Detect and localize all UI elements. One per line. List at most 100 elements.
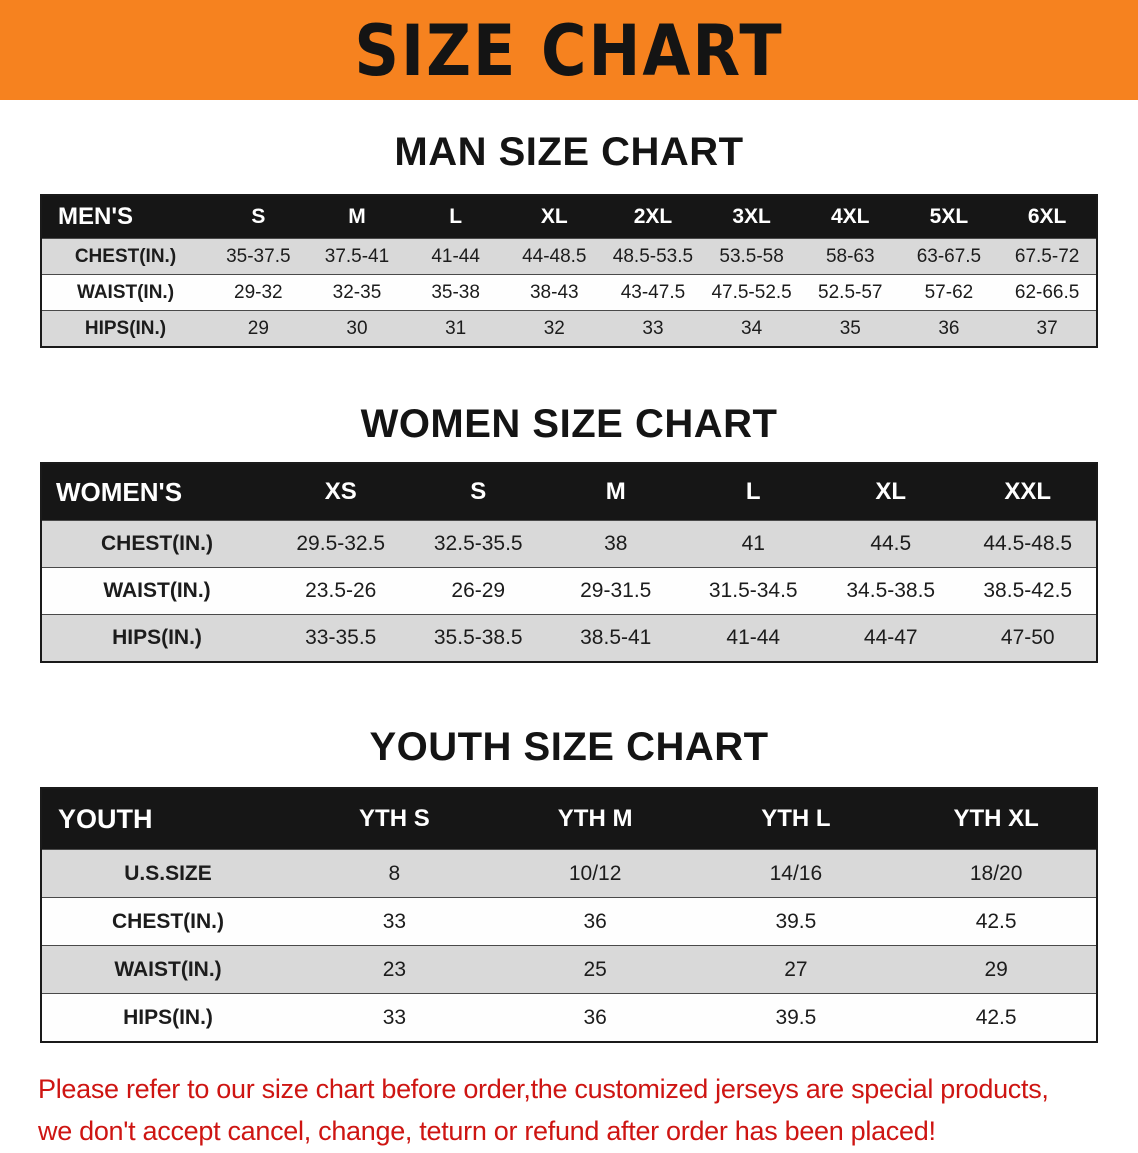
- size-column-header: XXL: [959, 463, 1097, 521]
- value-cell: 18/20: [896, 849, 1097, 898]
- value-cell: 57-62: [899, 274, 999, 311]
- value-cell: 37: [998, 310, 1097, 347]
- table-head: WOMEN'S XS S M L XL XXL: [41, 463, 1097, 521]
- row-label-cell: U.S.SIZE: [41, 849, 294, 898]
- table-head: MEN'S S M L XL 2XL 3XL 4XL 5XL 6XL: [41, 195, 1097, 239]
- women-size-section: WOMEN SIZE CHART WOMEN'S XS S M L XL XXL CHEST(…: [0, 402, 1138, 663]
- disclaimer-line-1: Please refer to our size chart before or…: [38, 1074, 1049, 1104]
- youth-section-heading: YOUTH SIZE CHART: [369, 725, 769, 769]
- value-cell: 31.5-34.5: [684, 567, 822, 615]
- size-column-header: YTH XL: [896, 788, 1097, 850]
- size-column-header: 6XL: [998, 195, 1097, 239]
- row-label-cell: CHEST(IN.): [41, 897, 294, 946]
- row-label-cell: CHEST(IN.): [41, 520, 272, 568]
- measure-row: WAIST(IN.) 23 25 27 29: [41, 945, 1097, 994]
- value-cell: 33-35.5: [272, 614, 410, 662]
- measure-row: CHEST(IN.) 35-37.5 37.5-41 41-44 44-48.5 48.5…: [41, 238, 1097, 275]
- size-column-header: L: [406, 195, 505, 239]
- row-label-cell: WAIST(IN.): [41, 567, 272, 615]
- size-column-header: 5XL: [899, 195, 999, 239]
- women-size-table: WOMEN'S XS S M L XL XXL CHEST(IN.) 29.5-32.5 32.5…: [40, 462, 1098, 663]
- value-cell: 29-32: [209, 274, 308, 311]
- value-cell: 42.5: [896, 897, 1097, 946]
- row-label-cell: HIPS(IN.): [41, 614, 272, 662]
- measure-row: CHEST(IN.) 29.5-32.5 32.5-35.5 38 41 44.5 44.5…: [41, 520, 1097, 568]
- value-cell: 53.5-58: [702, 238, 801, 275]
- measure-row: WAIST(IN.) 23.5-26 26-29 29-31.5 31.5-34.5 34…: [41, 567, 1097, 615]
- row-label-cell: CHEST(IN.): [41, 238, 209, 275]
- value-cell: 35: [800, 310, 900, 347]
- youth-size-table: YOUTH YTH S YTH M YTH L YTH XL U.S.SIZE 8 10/12…: [40, 787, 1098, 1043]
- size-column-header: XS: [272, 463, 410, 521]
- size-column-header: XL: [504, 195, 604, 239]
- value-cell: 8: [294, 849, 495, 898]
- youth-size-section: YOUTH SIZE CHART YOUTH YTH S YTH M YTH L YTH…: [0, 725, 1138, 1043]
- size-column-header: S: [409, 463, 547, 521]
- women-section-heading: WOMEN SIZE CHART: [360, 402, 778, 446]
- value-cell: 23.5-26: [272, 567, 410, 615]
- value-cell: 36: [899, 310, 999, 347]
- value-cell: 62-66.5: [998, 274, 1097, 311]
- value-cell: 38.5-42.5: [959, 567, 1097, 615]
- value-cell: 41-44: [406, 238, 505, 275]
- value-cell: 43-47.5: [603, 274, 703, 311]
- value-cell: 38.5-41: [547, 614, 685, 662]
- value-cell: 39.5: [695, 993, 897, 1042]
- table-title-cell: WOMEN'S: [41, 463, 272, 521]
- table-body: U.S.SIZE 8 10/12 14/16 18/20 CHEST(IN.) 33 36 39…: [41, 849, 1097, 1042]
- value-cell: 44-48.5: [504, 238, 604, 275]
- value-cell: 67.5-72: [998, 238, 1097, 275]
- value-cell: 47-50: [959, 614, 1097, 662]
- value-cell: 34.5-38.5: [822, 567, 960, 615]
- value-cell: 44.5: [822, 520, 960, 568]
- table-head: YOUTH YTH S YTH M YTH L YTH XL: [41, 788, 1097, 850]
- row-label-cell: HIPS(IN.): [41, 310, 209, 347]
- size-chart-banner: SIZE CHART: [0, 0, 1138, 100]
- size-column-header: L: [684, 463, 822, 521]
- row-label-cell: HIPS(IN.): [41, 993, 294, 1042]
- value-cell: 32: [504, 310, 604, 347]
- value-cell: 32-35: [307, 274, 407, 311]
- men-size-table: MEN'S S M L XL 2XL 3XL 4XL 5XL 6XL CHEST(IN.) 35-37…: [40, 194, 1098, 348]
- value-cell: 63-67.5: [899, 238, 999, 275]
- measure-row: HIPS(IN.) 33-35.5 35.5-38.5 38.5-41 41-44 44-…: [41, 614, 1097, 662]
- value-cell: 38-43: [504, 274, 604, 311]
- value-cell: 41: [684, 520, 822, 568]
- value-cell: 30: [307, 310, 407, 347]
- measure-row: WAIST(IN.) 29-32 32-35 35-38 38-43 43-47.5 47.…: [41, 274, 1097, 311]
- value-cell: 31: [406, 310, 505, 347]
- value-cell: 37.5-41: [307, 238, 407, 275]
- value-cell: 52.5-57: [800, 274, 900, 311]
- value-cell: 29: [209, 310, 308, 347]
- value-cell: 41-44: [684, 614, 822, 662]
- value-cell: 33: [603, 310, 703, 347]
- value-cell: 38: [547, 520, 685, 568]
- size-column-header: YTH S: [294, 788, 495, 850]
- value-cell: 44.5-48.5: [959, 520, 1097, 568]
- measure-row: HIPS(IN.) 29 30 31 32 33 34 35 36 37: [41, 310, 1097, 347]
- value-cell: 34: [702, 310, 801, 347]
- value-cell: 35-37.5: [209, 238, 308, 275]
- row-label-cell: WAIST(IN.): [41, 945, 294, 994]
- value-cell: 36: [494, 993, 696, 1042]
- value-cell: 39.5: [695, 897, 897, 946]
- men-section-heading: MAN SIZE CHART: [394, 130, 744, 174]
- value-cell: 42.5: [896, 993, 1097, 1042]
- header-row: WOMEN'S XS S M L XL XXL: [41, 463, 1097, 521]
- table-body: CHEST(IN.) 29.5-32.5 32.5-35.5 38 41 44.5 44.5…: [41, 520, 1097, 662]
- size-column-header: 4XL: [800, 195, 900, 239]
- measure-row: CHEST(IN.) 33 36 39.5 42.5: [41, 897, 1097, 946]
- value-cell: 26-29: [409, 567, 547, 615]
- size-column-header: YTH M: [494, 788, 696, 850]
- value-cell: 47.5-52.5: [702, 274, 801, 311]
- measure-row: U.S.SIZE 8 10/12 14/16 18/20: [41, 849, 1097, 898]
- size-column-header: S: [209, 195, 308, 239]
- size-column-header: 2XL: [603, 195, 703, 239]
- value-cell: 29-31.5: [547, 567, 685, 615]
- value-cell: 36: [494, 897, 696, 946]
- value-cell: 32.5-35.5: [409, 520, 547, 568]
- value-cell: 35.5-38.5: [409, 614, 547, 662]
- row-label-cell: WAIST(IN.): [41, 274, 209, 311]
- size-column-header: YTH L: [695, 788, 897, 850]
